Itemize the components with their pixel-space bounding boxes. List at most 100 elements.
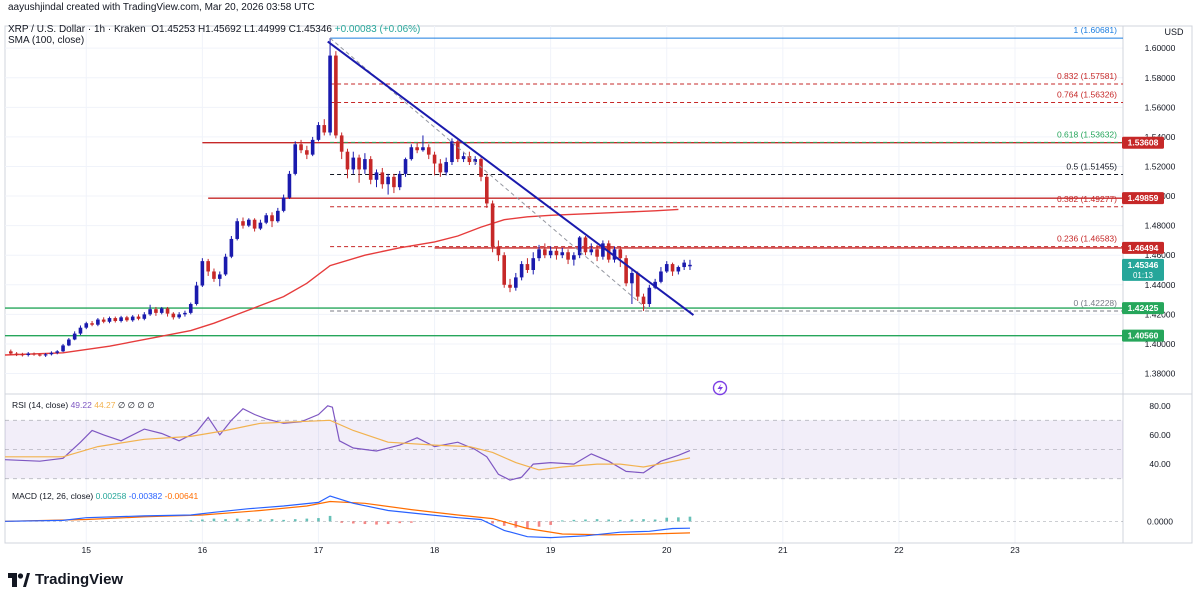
level-price-label: 1.49859 bbox=[1128, 193, 1159, 203]
candle-body bbox=[241, 221, 245, 226]
current-price-tag bbox=[1122, 258, 1164, 281]
candle-body bbox=[461, 156, 466, 160]
candle-body bbox=[20, 354, 25, 356]
ohlc-close: C1.45346 bbox=[288, 24, 332, 35]
level-price-tag bbox=[1122, 136, 1164, 149]
sma-label: SMA (100, close) bbox=[8, 35, 85, 46]
macd-histogram-bar bbox=[584, 519, 587, 522]
symbol-title[interactable]: XRP / U.S. Dollar · 1h · Kraken bbox=[8, 24, 146, 35]
macd-histogram-bar bbox=[224, 519, 227, 522]
candle-body bbox=[339, 135, 344, 152]
candle-body bbox=[421, 147, 425, 151]
sma-100-line bbox=[4, 208, 679, 356]
macd-histogram-bar bbox=[212, 518, 216, 522]
level-price-label: 1.46494 bbox=[1128, 243, 1159, 253]
macd-histogram-bar bbox=[526, 521, 529, 529]
time-tick-label: 19 bbox=[546, 545, 556, 555]
candle-body bbox=[235, 221, 239, 239]
candle-body bbox=[177, 314, 181, 318]
macd-histogram-bar bbox=[363, 521, 367, 525]
macd-histogram-bar bbox=[653, 519, 657, 522]
rsi-band-fill bbox=[5, 420, 1123, 479]
candle-body bbox=[78, 327, 83, 334]
candle-body bbox=[107, 318, 112, 322]
candle-body bbox=[67, 339, 71, 346]
candle-body bbox=[647, 287, 652, 305]
fib-level-label: 0 (1.42228) bbox=[1074, 298, 1118, 308]
macd-histogram-bar bbox=[560, 520, 564, 522]
ohlc-change: +0.00083 (+0.06%) bbox=[334, 24, 421, 35]
candle-body bbox=[125, 317, 129, 321]
candle-body bbox=[357, 157, 361, 170]
macd-histogram-bar bbox=[595, 519, 599, 522]
macd-histogram-bar bbox=[189, 520, 193, 522]
macd-histogram-bar bbox=[317, 518, 320, 522]
candle-body bbox=[101, 319, 106, 322]
macd-histogram-bar bbox=[537, 521, 541, 527]
rsi-line bbox=[4, 405, 691, 481]
sma-legend[interactable]: SMA (100, close) bbox=[8, 35, 84, 46]
candle-body bbox=[148, 309, 152, 315]
macd-histogram-bar bbox=[502, 521, 506, 526]
candle-body bbox=[508, 284, 512, 288]
bearish-trendline bbox=[327, 40, 695, 316]
candle-body bbox=[351, 157, 356, 170]
ohlc-high: H1.45692 bbox=[197, 24, 242, 35]
price-tick-label: 1.38000 bbox=[1145, 369, 1176, 379]
macd-histogram-bar bbox=[491, 521, 494, 524]
macd-histogram-bar bbox=[259, 519, 262, 522]
sma-line bbox=[4, 208, 679, 356]
candle-body bbox=[61, 345, 65, 352]
candle-body bbox=[206, 261, 210, 272]
macd-legend-value: -0.00641 bbox=[162, 491, 198, 501]
candle-body bbox=[566, 252, 570, 260]
candle-body bbox=[130, 316, 135, 321]
grid bbox=[5, 26, 1192, 544]
candle-body bbox=[531, 258, 536, 270]
rsi-signal-line bbox=[5, 419, 691, 471]
candle-body bbox=[386, 176, 390, 185]
time-tick-label: 20 bbox=[662, 545, 672, 555]
macd-histogram-bar bbox=[688, 516, 692, 522]
candle-body bbox=[328, 55, 332, 133]
tradingview-wordmark: TradingView bbox=[35, 571, 124, 588]
macd-histogram-bar bbox=[247, 519, 251, 522]
rsi-legend-value: ∅ bbox=[116, 400, 126, 410]
macd-histogram-bar bbox=[572, 519, 576, 522]
current-price-label: 1.45346 bbox=[1128, 260, 1159, 270]
candle-body bbox=[55, 351, 60, 353]
candle-body bbox=[212, 271, 216, 279]
candle-body bbox=[496, 246, 501, 256]
candle-body bbox=[380, 172, 385, 185]
bar-countdown-label: 01:13 bbox=[1133, 271, 1154, 280]
candle-body bbox=[113, 318, 118, 322]
candle-body bbox=[136, 316, 141, 319]
candle-body bbox=[96, 319, 100, 325]
candle-body bbox=[502, 255, 507, 285]
candle-body bbox=[676, 267, 681, 272]
candle-body bbox=[119, 317, 123, 322]
candle-body bbox=[664, 264, 669, 272]
fib-level-label: 0.5 (1.51455) bbox=[1066, 162, 1117, 172]
fib-level-label: 0.236 (1.46583) bbox=[1057, 234, 1117, 244]
macd-panel bbox=[4, 495, 1123, 539]
rsi-legend-value: 44.27 bbox=[92, 400, 116, 410]
author-line: aayushjindal created with TradingView.co… bbox=[8, 2, 315, 13]
macd-histogram-bar bbox=[630, 519, 634, 522]
level-price-tag bbox=[1122, 192, 1164, 205]
macd-histogram-bar bbox=[201, 519, 204, 522]
candle-body bbox=[281, 197, 286, 211]
candle-body bbox=[624, 258, 628, 284]
candle-body bbox=[90, 323, 94, 325]
candle-body bbox=[14, 353, 19, 355]
replay-icon[interactable] bbox=[712, 380, 728, 396]
price-tick-label: 1.52000 bbox=[1145, 161, 1176, 171]
trendlines bbox=[327, 37, 695, 316]
candle-body bbox=[84, 323, 89, 328]
candle-body bbox=[537, 249, 541, 259]
candle-body bbox=[165, 308, 170, 314]
indicator-labels: RSI (14, close) 49.22 44.27 ∅ ∅ ∅ ∅ MACD … bbox=[12, 400, 198, 501]
candle-body bbox=[415, 147, 419, 151]
symbol-info: XRP / U.S. Dollar · 1h · Kraken O1.45253… bbox=[8, 24, 420, 35]
candle-body bbox=[397, 173, 402, 188]
